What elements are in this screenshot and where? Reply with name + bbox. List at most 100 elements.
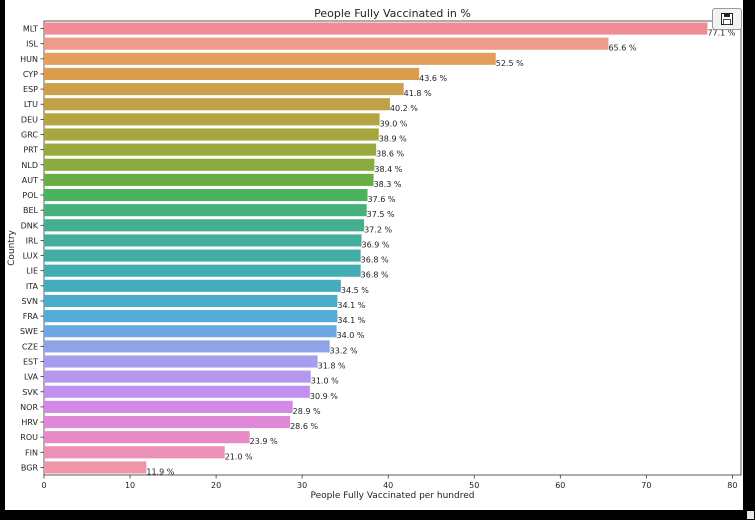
data-label: 31.8 % <box>318 362 346 371</box>
data-label: 43.6 % <box>419 74 447 83</box>
bar-svk <box>44 385 310 398</box>
y-axis-label: Country <box>7 229 17 265</box>
y-tick-label: BEL <box>23 206 39 215</box>
y-tick-label: DEU <box>21 115 38 124</box>
data-label: 31.0 % <box>311 377 339 386</box>
y-tick-label: FRA <box>23 312 39 321</box>
data-label: 65.6 % <box>608 44 636 53</box>
y-tick-label: CZE <box>22 342 38 351</box>
x-tick-label: 0 <box>41 481 46 490</box>
data-label: 77.1 % <box>707 29 735 38</box>
y-tick-label: SVN <box>21 297 38 306</box>
data-labels-group: 77.1 % 65.6 % 52.5 % 43.6 % 41.8 % 40.2 % 39.0… <box>146 29 735 477</box>
data-label: 38.6 % <box>376 150 404 159</box>
bar-pol <box>44 188 368 202</box>
bar-ita <box>44 279 341 292</box>
data-label: 11.9 % <box>146 467 174 476</box>
resize-grip[interactable] <box>747 511 754 519</box>
y-tick-label: IRL <box>26 236 39 245</box>
data-label: 38.3 % <box>374 180 402 189</box>
y-tick-label: ROU <box>20 433 38 442</box>
y-tick-label: HRV <box>21 418 38 427</box>
bar-mlt <box>44 22 708 35</box>
data-label: 36.8 % <box>361 271 389 280</box>
x-tick-label: 10 <box>125 481 135 490</box>
bar-deu <box>44 113 380 126</box>
bar-fra <box>44 310 338 323</box>
data-label: 23.9 % <box>250 437 278 446</box>
bar-hun <box>44 52 496 65</box>
data-label: 39.0 % <box>380 119 408 128</box>
y-tick-label: FIN <box>25 448 38 457</box>
bar-grc <box>44 128 379 141</box>
data-label: 38.9 % <box>379 135 407 144</box>
bar-lie <box>44 264 361 277</box>
data-label: 34.1 % <box>337 301 365 310</box>
x-axis-label: People Fully Vaccinated per hundred <box>311 491 475 501</box>
x-tick-label: 40 <box>383 481 393 490</box>
y-tick-label: ITA <box>26 282 39 291</box>
data-label: 34.0 % <box>337 331 365 340</box>
bar-ltu <box>44 98 390 111</box>
bar-prt <box>44 143 377 156</box>
x-tick-label: 50 <box>469 481 479 490</box>
data-label: 30.9 % <box>310 392 338 401</box>
data-label: 40.2 % <box>390 104 418 113</box>
y-tick-label: CYP <box>23 70 38 79</box>
bar-lux <box>44 249 361 262</box>
bar-lva <box>44 370 311 383</box>
data-label: 38.4 % <box>374 165 402 174</box>
y-tick-label: MLT <box>23 25 38 34</box>
x-ticks-group: 0 10 20 30 40 50 60 70 80 <box>41 475 737 490</box>
data-label: 37.2 % <box>364 225 392 234</box>
bar-fin <box>44 446 225 459</box>
y-tick-label: EST <box>23 358 38 367</box>
x-tick-label: 70 <box>641 481 651 490</box>
bar-esp <box>44 83 404 96</box>
bar-hrv <box>44 415 291 429</box>
x-tick-label: 30 <box>297 481 307 490</box>
bars-group <box>44 22 708 474</box>
y-tick-label: AUT <box>22 176 38 185</box>
y-tick-label: BGR <box>21 463 39 472</box>
y-tick-label: SVK <box>22 388 39 397</box>
data-label: 33.2 % <box>330 346 358 355</box>
bar-irl <box>44 234 362 247</box>
x-tick-label: 80 <box>727 481 737 490</box>
y-tick-label: LTU <box>24 100 38 109</box>
bar-bgr <box>44 461 147 474</box>
bar-rou <box>44 431 250 444</box>
floppy-disk-icon <box>721 13 733 25</box>
bar-cyp <box>44 67 420 81</box>
bar-dnk <box>44 219 365 232</box>
y-ticks-group: MLT ISL HUN CYP ESP LTU DEU GRC PRT NLD AUT POL BEL D… <box>20 25 44 472</box>
data-label: 37.5 % <box>367 210 395 219</box>
chart-title: People Fully Vaccinated in % <box>314 7 471 20</box>
data-label: 34.5 % <box>341 286 369 295</box>
y-tick-label: PRT <box>23 146 38 155</box>
bar-swe <box>44 325 337 338</box>
bar-est <box>44 355 318 368</box>
x-tick-label: 60 <box>555 481 565 490</box>
data-label: 37.6 % <box>368 195 396 204</box>
bar-aut <box>44 173 374 186</box>
bar-bel <box>44 204 367 217</box>
bar-chart: People Fully Vaccinated in % People Full… <box>7 7 742 501</box>
bar-nld <box>44 158 375 171</box>
y-tick-label: SWE <box>20 327 38 336</box>
y-tick-label: LIE <box>26 267 38 276</box>
data-label: 28.9 % <box>293 407 321 416</box>
y-tick-label: HUN <box>20 55 38 64</box>
bar-isl <box>44 37 609 50</box>
save-figure-button[interactable] <box>712 8 742 30</box>
y-tick-label: POL <box>22 191 38 200</box>
data-label: 41.8 % <box>404 89 432 98</box>
y-tick-label: NLD <box>21 161 38 170</box>
y-tick-label: DNK <box>21 221 39 230</box>
plot-area <box>43 20 742 476</box>
chart-figure: People Fully Vaccinated in % People Full… <box>5 0 743 510</box>
data-label: 28.6 % <box>290 422 318 431</box>
y-tick-label: LUX <box>23 252 39 261</box>
data-label: 52.5 % <box>496 59 524 68</box>
data-label: 21.0 % <box>225 452 253 461</box>
